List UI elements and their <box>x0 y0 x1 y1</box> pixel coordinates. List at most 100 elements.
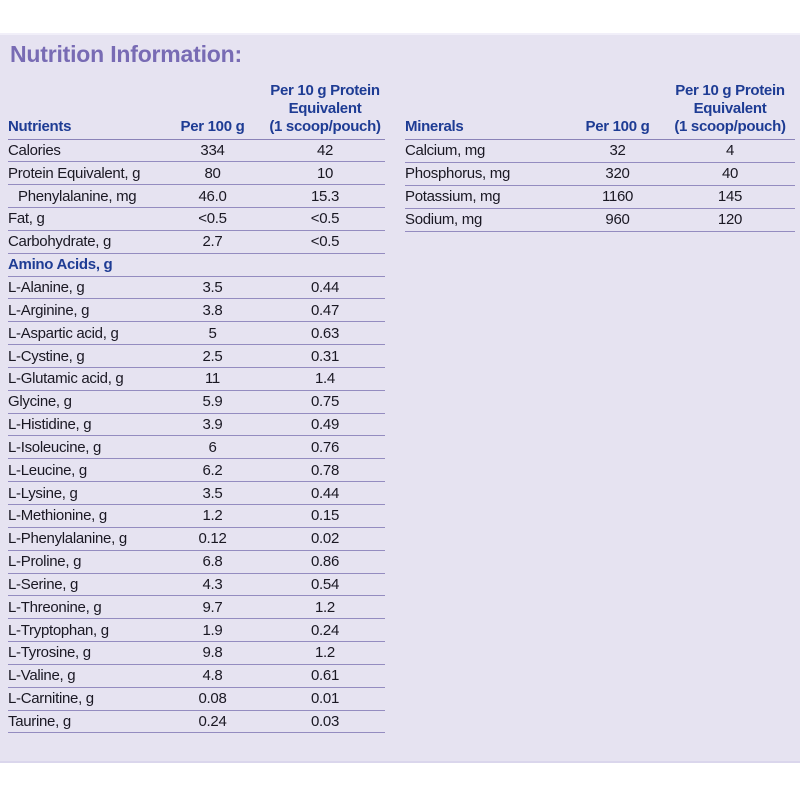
per-100g-value: 0.24 <box>160 710 265 734</box>
column-header-nutrients: Nutrients <box>8 77 160 140</box>
per-10g-value <box>265 253 385 277</box>
table-row: L-Cystine, g 2.5 0.31 <box>8 344 385 368</box>
column-header-minerals: Minerals <box>405 77 570 140</box>
table-row: Carbohydrate, g 2.7 <0.5 <box>8 230 385 254</box>
table-row: Taurine, g 0.24 0.03 <box>8 710 385 734</box>
table-row: L-Arginine, g 3.8 0.47 <box>8 298 385 323</box>
per-10g-value: 15.3 <box>265 184 385 209</box>
nutrients-table-header: Nutrients Per 100 g Per 10 g Protein Equ… <box>8 77 385 140</box>
per-10g-value: 0.61 <box>265 664 385 688</box>
per-10g-value: 0.15 <box>265 504 385 528</box>
per-100g-value: 0.08 <box>160 687 265 711</box>
table-row: L-Histidine, g 3.9 0.49 <box>8 413 385 437</box>
per-10g-value: 1.4 <box>265 367 385 391</box>
minerals-table-header: Minerals Per 100 g Per 10 g Protein Equi… <box>405 77 795 140</box>
per-10g-value: 0.78 <box>265 458 385 483</box>
per-100g-value: 80 <box>160 161 265 186</box>
per-10g-value: 0.24 <box>265 618 385 643</box>
nutrient-name: L-Lysine, g <box>8 481 160 505</box>
table-row: Amino Acids, g <box>8 253 385 277</box>
per-100g-value: 5 <box>160 321 265 346</box>
nutrient-name: Glycine, g <box>8 390 160 414</box>
per-10g-value: <0.5 <box>265 207 385 231</box>
table-row: L-Methionine, g 1.2 0.15 <box>8 504 385 528</box>
per-10g-value: 145 <box>665 185 795 209</box>
per-100g-value: 3.8 <box>160 298 265 323</box>
per-10g-value: 1.2 <box>265 595 385 620</box>
per-100g-value: 2.7 <box>160 230 265 254</box>
table-row: L-Proline, g 6.8 0.86 <box>8 550 385 574</box>
per-100g-value: 11 <box>160 367 265 391</box>
table-row: Calcium, mg 32 4 <box>405 139 795 163</box>
per-10g-value: 0.44 <box>265 276 385 300</box>
per-10g-value: 1.2 <box>265 641 385 665</box>
per-10g-value: 0.86 <box>265 550 385 574</box>
table-row: L-Valine, g 4.8 0.61 <box>8 664 385 688</box>
table-row: Potassium, mg 1160 145 <box>405 185 795 209</box>
per-100g-value: 1.2 <box>160 504 265 528</box>
mineral-name: Phosphorus, mg <box>405 162 570 186</box>
nutrient-name: Fat, g <box>8 207 160 231</box>
per-100g-value: 334 <box>160 139 265 163</box>
mineral-name: Calcium, mg <box>405 139 570 163</box>
nutrient-name: L-Proline, g <box>8 550 160 574</box>
nutrient-name: L-Carnitine, g <box>8 687 160 711</box>
table-row: L-Threonine, g 9.7 1.2 <box>8 595 385 620</box>
nutrient-name: L-Tryptophan, g <box>8 618 160 643</box>
column-header-per-10g-protein: Per 10 g Protein Equivalent (1 scoop/pou… <box>665 77 795 140</box>
header-row: Minerals Per 100 g Per 10 g Protein Equi… <box>405 77 795 140</box>
per-100g-value: 1.9 <box>160 618 265 643</box>
per-100g-value: 5.9 <box>160 390 265 414</box>
per-10g-value: 42 <box>265 139 385 163</box>
nutrient-name: Carbohydrate, g <box>8 230 160 254</box>
per-10g-value: 40 <box>665 162 795 186</box>
per-100g-value: 3.5 <box>160 276 265 300</box>
table-row: L-Phenylalanine, g 0.12 0.02 <box>8 527 385 551</box>
minerals-table-body: Calcium, mg 32 4 Phosphorus, mg 320 40 P… <box>405 139 795 232</box>
table-row: Calories 334 42 <box>8 139 385 163</box>
per-100g-value: 6.2 <box>160 458 265 483</box>
table-row: Protein Equivalent, g 80 10 <box>8 161 385 186</box>
mineral-name: Potassium, mg <box>405 185 570 209</box>
nutrient-name: Protein Equivalent, g <box>8 161 160 186</box>
table-row: L-Isoleucine, g 6 0.76 <box>8 435 385 460</box>
per-10g-value: 0.31 <box>265 344 385 368</box>
table-row: Phosphorus, mg 320 40 <box>405 162 795 186</box>
column-header-per-100g: Per 100 g <box>570 77 665 140</box>
table-row: L-Leucine, g 6.2 0.78 <box>8 458 385 483</box>
per-100g-value: 4.8 <box>160 664 265 688</box>
table-row: L-Alanine, g 3.5 0.44 <box>8 276 385 300</box>
table-row: L-Glutamic acid, g 11 1.4 <box>8 367 385 391</box>
table-row: L-Carnitine, g 0.08 0.01 <box>8 687 385 711</box>
nutrient-name: L-Methionine, g <box>8 504 160 528</box>
per-10g-value: 0.76 <box>265 435 385 460</box>
per-100g-value: 2.5 <box>160 344 265 368</box>
per-10g-value: 0.01 <box>265 687 385 711</box>
per-100g-value: 9.8 <box>160 641 265 665</box>
table-row: L-Aspartic acid, g 5 0.63 <box>8 321 385 346</box>
per-10g-value: 10 <box>265 161 385 186</box>
table-row: L-Tryptophan, g 1.9 0.24 <box>8 618 385 643</box>
page-title: Nutrition Information: <box>10 41 242 67</box>
nutrition-panel: Nutrition Information: Nutrients Per 100… <box>0 33 800 763</box>
per-10g-value: 0.02 <box>265 527 385 551</box>
nutrient-name: Calories <box>8 139 160 163</box>
column-header-per-100g: Per 100 g <box>160 77 265 140</box>
per-10g-value: 4 <box>665 139 795 163</box>
per-100g-value: 320 <box>570 162 665 186</box>
nutrient-name: L-Alanine, g <box>8 276 160 300</box>
per-10g-value: 0.63 <box>265 321 385 346</box>
nutrient-name: L-Cystine, g <box>8 344 160 368</box>
per-100g-value: 3.9 <box>160 413 265 437</box>
per-10g-value: 0.49 <box>265 413 385 437</box>
nutrient-name: L-Arginine, g <box>8 298 160 323</box>
nutrient-name: Amino Acids, g <box>8 253 160 277</box>
nutrient-name: L-Histidine, g <box>8 413 160 437</box>
per-100g-value: 4.3 <box>160 573 265 597</box>
per-10g-value: 0.03 <box>265 710 385 734</box>
nutrient-name: L-Serine, g <box>8 573 160 597</box>
per-100g-value <box>160 253 265 277</box>
per-100g-value: 960 <box>570 208 665 232</box>
table-row: Phenylalanine, mg 46.0 15.3 <box>8 184 385 209</box>
per-100g-value: 3.5 <box>160 481 265 505</box>
